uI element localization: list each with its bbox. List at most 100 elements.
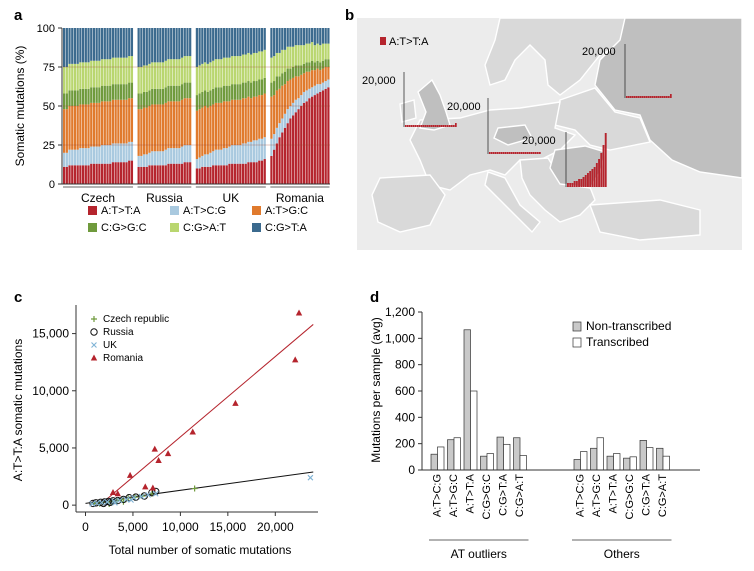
inset-bar <box>419 125 421 127</box>
stacked-bar-segment <box>198 28 201 66</box>
stacked-bar-segment <box>106 85 109 102</box>
inset-bar <box>533 152 535 154</box>
stacked-bar-segment <box>214 165 218 184</box>
stacked-bar-segment <box>142 65 146 92</box>
stacked-bar-segment <box>220 165 223 184</box>
stacked-bar-segment <box>225 101 228 149</box>
panel-a-y-axis-label: Somatic mutations (%) <box>13 46 27 167</box>
stacked-bar-segment <box>137 155 140 167</box>
scatter-point <box>307 474 314 481</box>
stacked-bar-segment <box>153 62 157 89</box>
stacked-bar-segment <box>319 91 322 184</box>
stacked-bar-segment <box>103 85 106 102</box>
inset-bar <box>575 181 578 187</box>
stacked-bar-segment <box>308 28 311 44</box>
stacked-bar-segment <box>186 28 189 57</box>
stacked-bar-segment <box>278 76 281 89</box>
stacked-bar-segment <box>164 149 167 166</box>
stacked-bar-segment <box>203 154 207 167</box>
stacked-bar-segment <box>84 62 87 89</box>
stacked-bar-segment <box>84 148 87 166</box>
stacked-bar-segment <box>252 162 255 184</box>
inset-bar <box>515 152 517 154</box>
stacked-bar-segment <box>228 85 231 102</box>
stacked-bar-segment <box>327 87 330 184</box>
inset-bar <box>668 96 670 98</box>
stacked-bar-segment <box>319 45 322 63</box>
stacked-bar-segment <box>95 102 98 147</box>
category-label: C:G>A:T <box>657 474 669 517</box>
stacked-bar-segment <box>319 62 322 71</box>
stacked-bar-segment <box>255 96 258 141</box>
stacked-bar-segment <box>128 98 131 142</box>
stacked-bar-segment <box>122 162 125 184</box>
stacked-bar-segment <box>236 84 239 100</box>
stacked-bar-segment <box>125 162 128 184</box>
stacked-bar-segment <box>92 60 96 88</box>
stacked-bar-segment <box>103 163 106 184</box>
stacked-bar-segment <box>294 65 297 77</box>
stacked-bar-segment <box>275 90 278 128</box>
stacked-bar-segment <box>324 81 327 89</box>
stacked-bar-segment <box>186 56 189 83</box>
stacked-bar-segment <box>297 28 300 46</box>
stacked-bar-segment <box>319 70 322 85</box>
stacked-bar-segment <box>117 143 120 163</box>
stacked-bar-segment <box>239 99 242 145</box>
stacked-bar-segment <box>90 28 93 61</box>
stacked-bar-segment <box>142 91 146 108</box>
stacked-bar-segment <box>180 28 184 58</box>
scatter-point <box>91 342 97 348</box>
panel-c-x-axis-label: Total number of somatic mutations <box>109 543 292 557</box>
stacked-bar-segment <box>260 51 264 80</box>
stacked-bar-segment <box>283 28 287 50</box>
stacked-bar-segment <box>302 45 306 64</box>
stacked-bar-segment <box>233 145 236 164</box>
stacked-bar-segment <box>180 99 184 147</box>
stacked-bar-segment <box>122 57 125 85</box>
inset-bar <box>427 125 429 127</box>
stacked-bar-segment <box>103 59 106 86</box>
legend-label: C:G>A:T <box>183 222 226 234</box>
stacked-bar-segment <box>297 98 300 110</box>
scatter-point <box>89 500 96 507</box>
stacked-bar-segment <box>156 151 159 166</box>
bar-nontranscribed <box>590 447 598 471</box>
inset-bar <box>632 96 634 98</box>
bar-nontranscribed <box>447 439 455 471</box>
y-tick-label: 50 <box>43 101 55 113</box>
stacked-bar-segment <box>195 95 199 111</box>
stacked-bar-segment <box>114 99 117 144</box>
inset-bar <box>453 125 455 127</box>
stacked-bar-segment <box>159 151 162 166</box>
stacked-bar-segment <box>106 28 109 60</box>
map-iberia <box>371 174 446 233</box>
stacked-bar-segment <box>178 28 181 60</box>
stacked-bar-segment <box>117 162 120 184</box>
stacked-bar-segment <box>71 106 74 150</box>
stacked-bar-segment <box>111 99 115 144</box>
stacked-bar-segment <box>148 28 151 64</box>
stacked-bar-segment <box>183 28 186 57</box>
inset-bar <box>584 175 587 187</box>
stacked-bar-segment <box>106 59 109 86</box>
stacked-bar-segment <box>217 165 220 184</box>
stacked-bar-segment <box>231 84 234 100</box>
stacked-bar-segment <box>90 146 93 164</box>
stacked-bar-segment <box>289 106 292 119</box>
stacked-bar-segment <box>167 59 170 86</box>
stacked-bar-segment <box>231 145 234 164</box>
scatter-point <box>98 499 105 506</box>
panel-label-a: a <box>14 7 23 24</box>
bar-nontranscribed <box>606 455 614 471</box>
stacked-bar-segment <box>313 62 316 71</box>
scatter-point <box>232 399 239 406</box>
category-label: A:T>T:A <box>465 473 477 513</box>
map-insets: 20,000 20,000 20,000 20,000 <box>362 44 672 187</box>
stacked-bar-segment <box>65 152 68 167</box>
stacked-bar-segment <box>195 159 199 169</box>
stacked-bar-segment <box>161 104 165 152</box>
stacked-bar-segment <box>252 140 255 163</box>
stacked-bar-segment <box>140 155 143 167</box>
